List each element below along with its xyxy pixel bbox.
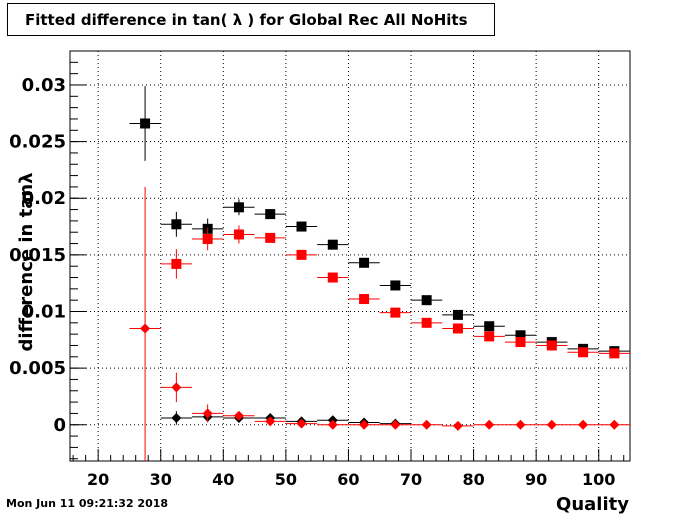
data-point — [421, 295, 432, 306]
y-axis-label: difference in tanλ — [16, 172, 37, 351]
data-point — [296, 418, 307, 429]
data-point — [359, 294, 370, 305]
data-point — [390, 307, 401, 318]
data-series — [129, 86, 630, 461]
data-point — [390, 280, 401, 291]
data-point — [609, 419, 620, 430]
data-point — [140, 323, 151, 334]
data-point — [296, 249, 307, 260]
data-point — [265, 416, 276, 427]
data-point — [233, 410, 244, 421]
data-point — [452, 420, 463, 431]
series-0 — [129, 86, 630, 357]
y-tick-label: 0 — [53, 415, 66, 436]
series-3 — [129, 186, 630, 461]
data-point — [202, 234, 213, 245]
data-point — [202, 408, 213, 419]
data-point — [171, 382, 182, 393]
x-tick-label: 70 — [400, 470, 422, 489]
data-point — [452, 309, 463, 320]
y-tick-label: 0.02 — [22, 188, 66, 209]
x-tick-label: 20 — [87, 470, 109, 489]
timestamp: Mon Jun 11 09:21:32 2018 — [6, 497, 169, 510]
chart-title: Fitted difference in tan( λ ) for Global… — [7, 3, 495, 36]
data-point — [233, 229, 244, 240]
plot-frame — [69, 50, 631, 462]
x-tick-label: 60 — [337, 470, 359, 489]
data-point — [421, 317, 432, 328]
data-point — [421, 419, 432, 430]
axis-ticks: 20 30 40 50 60 70 80 90 100 0 0.005 0.01 0.015 0.02 0.… — [9, 50, 625, 489]
y-tick-label: 0.005 — [9, 358, 66, 379]
data-point — [390, 419, 401, 430]
data-point — [296, 221, 307, 232]
x-tick-label: 40 — [212, 470, 234, 489]
data-point — [515, 337, 526, 348]
data-point — [359, 419, 370, 430]
data-point — [515, 419, 526, 430]
data-point — [578, 347, 589, 358]
grid-lines — [70, 51, 630, 461]
x-tick-label: 90 — [525, 470, 547, 489]
series-1 — [160, 225, 630, 359]
data-point — [484, 331, 495, 342]
x-tick-label: 100 — [582, 470, 615, 489]
data-point — [327, 272, 338, 283]
data-point — [515, 330, 526, 341]
data-point — [327, 419, 338, 430]
data-point — [484, 419, 495, 430]
y-tick-label: 0.03 — [22, 75, 66, 96]
data-point — [327, 239, 338, 250]
data-point — [171, 258, 182, 269]
x-tick-label: 80 — [462, 470, 484, 489]
y-tick-label: 0.015 — [9, 245, 66, 266]
data-point — [265, 209, 276, 220]
x-tick-label: 50 — [275, 470, 297, 489]
data-point — [171, 412, 182, 423]
data-point — [578, 419, 589, 430]
data-point — [484, 321, 495, 332]
x-axis-label: Quality — [556, 494, 629, 514]
x-tick-label: 30 — [150, 470, 172, 489]
data-point — [546, 340, 557, 351]
data-point — [359, 257, 370, 268]
data-point — [546, 419, 557, 430]
y-tick-label: 0.01 — [22, 301, 66, 322]
data-point — [452, 323, 463, 334]
data-point — [233, 202, 244, 213]
y-tick-label: 0.025 — [9, 132, 66, 153]
data-point — [265, 232, 276, 243]
data-point — [140, 118, 151, 129]
data-point — [171, 219, 182, 230]
data-point — [609, 348, 620, 359]
